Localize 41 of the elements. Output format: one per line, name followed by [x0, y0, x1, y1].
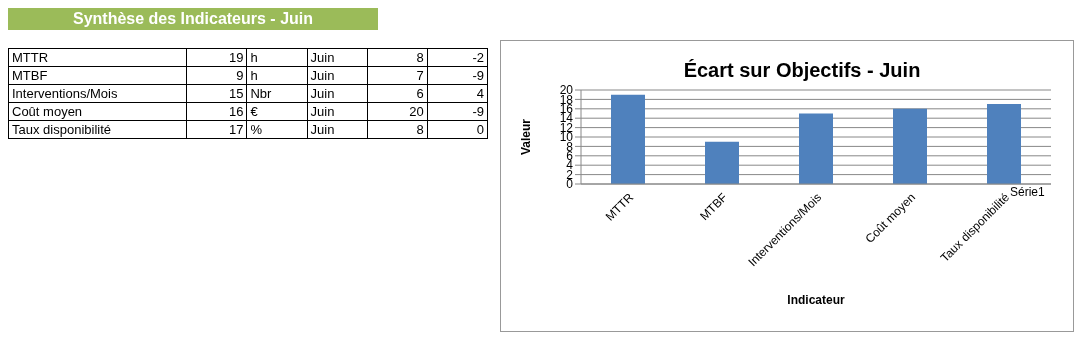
text: 6	[367, 84, 428, 103]
text: 8	[367, 120, 428, 139]
text: 20	[367, 102, 428, 121]
bar	[705, 141, 739, 184]
text: 8	[367, 48, 428, 67]
text: Juin	[307, 48, 368, 67]
x-axis-title: Indicateur	[787, 293, 845, 307]
bar	[987, 104, 1021, 184]
text: Coût moyen	[8, 102, 187, 121]
text: €	[246, 102, 308, 121]
bar	[893, 108, 927, 184]
text: %	[246, 120, 308, 139]
text: Interventions/Mois	[8, 84, 187, 103]
text: h	[246, 48, 308, 67]
text: 16	[186, 102, 247, 121]
chart-title: Écart sur Objectifs - Juin	[682, 59, 922, 82]
series-label: Série1	[1010, 185, 1045, 199]
text: 9	[186, 66, 247, 85]
text: 4	[427, 84, 488, 103]
text: Nbr	[246, 84, 308, 103]
text: Juin	[307, 102, 368, 121]
text: Taux disponibilité	[8, 120, 187, 139]
text: 0	[427, 120, 488, 139]
text: MTBF	[8, 66, 187, 85]
text: h	[246, 66, 308, 85]
text: -9	[427, 102, 488, 121]
bar	[611, 94, 645, 184]
text: 19	[186, 48, 247, 67]
y-tick-label: 0	[566, 177, 574, 192]
text: MTTR	[8, 48, 187, 67]
text: Juin	[307, 66, 368, 85]
bar	[799, 113, 833, 184]
y-axis-title: Valeur	[519, 118, 534, 156]
text: 15	[186, 84, 247, 103]
text: Juin	[307, 84, 368, 103]
text: 17	[186, 120, 247, 139]
text: -9	[427, 66, 488, 85]
text: Juin	[307, 120, 368, 139]
text: -2	[427, 48, 488, 67]
text: Synthèse des Indicateurs - Juin	[8, 8, 378, 30]
text: 7	[367, 66, 428, 85]
